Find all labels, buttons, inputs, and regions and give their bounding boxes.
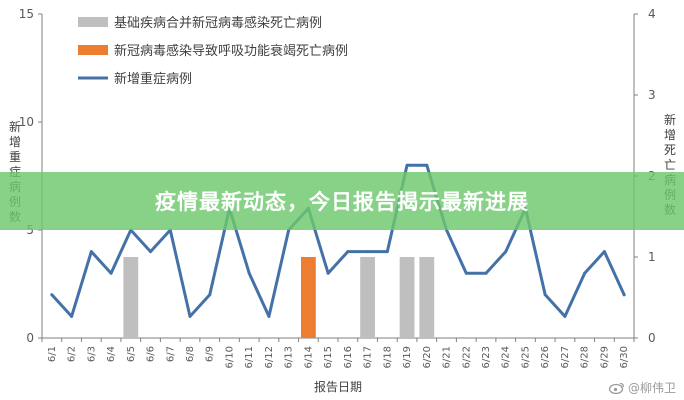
chart-bars xyxy=(123,257,435,338)
x-tick-label: 6/13 xyxy=(284,346,295,368)
line-point xyxy=(89,250,93,254)
line-point xyxy=(109,271,113,275)
x-tick-label: 6/26 xyxy=(540,346,551,368)
x-axis-title: 报告日期 xyxy=(314,379,362,394)
x-tick-label: 6/2 xyxy=(67,346,78,362)
line-point xyxy=(247,271,251,275)
x-tick-label: 6/11 xyxy=(244,346,255,368)
line-point xyxy=(543,293,547,297)
legend-label: 基础疾病合并新冠病毒感染死亡病例 xyxy=(114,15,322,31)
y-tick-label-left: 10 xyxy=(19,115,34,129)
y-tick-label-left: 5 xyxy=(26,223,34,237)
line-point xyxy=(346,250,350,254)
x-tick-label: 6/23 xyxy=(481,346,492,368)
y-tick-label-right: 1 xyxy=(648,250,656,264)
x-tick-label: 6/28 xyxy=(580,346,591,368)
line-point xyxy=(504,250,508,254)
y-tick-label-right: 4 xyxy=(648,7,656,21)
line-point xyxy=(208,293,212,297)
legend-swatch xyxy=(78,17,108,27)
weibo-icon xyxy=(608,382,625,394)
legend-label: 新冠病毒感染导致呼吸功能衰竭死亡病例 xyxy=(114,43,348,59)
x-tick-label: 6/30 xyxy=(619,346,630,368)
bar xyxy=(123,257,139,338)
x-tick-label: 6/10 xyxy=(224,346,235,368)
line-point xyxy=(405,163,409,167)
x-tick-label: 6/27 xyxy=(560,346,571,368)
line-point xyxy=(50,293,54,297)
x-tick-label: 6/9 xyxy=(205,346,216,362)
y-tick-label-left: 0 xyxy=(26,331,34,345)
x-tick-label: 6/15 xyxy=(323,346,334,368)
headline-banner: 疫情最新动态，今日报告揭示最新进展 xyxy=(0,172,684,230)
line-point xyxy=(464,271,468,275)
x-tick-label: 6/22 xyxy=(461,346,472,368)
y-tick-label-right: 0 xyxy=(648,331,656,345)
x-tick-label: 6/3 xyxy=(86,346,97,362)
line-point xyxy=(188,314,192,318)
x-tick-label: 6/17 xyxy=(363,346,374,368)
x-tick-label: 6/29 xyxy=(599,346,610,368)
x-tick-label: 6/4 xyxy=(106,346,117,362)
y-tick-label-right: 3 xyxy=(648,88,656,102)
legend-label: 新增重症病例 xyxy=(114,71,192,87)
line-point xyxy=(563,314,567,318)
watermark-text: @柳伟卫 xyxy=(627,381,676,395)
x-tick-label: 6/20 xyxy=(422,346,433,368)
line-point xyxy=(602,250,606,254)
x-tick-label: 6/8 xyxy=(185,346,196,362)
line-point xyxy=(583,271,587,275)
line-point xyxy=(385,250,389,254)
line-point xyxy=(326,271,330,275)
x-tick-label: 6/21 xyxy=(442,346,453,368)
x-tick-label: 6/7 xyxy=(165,346,176,362)
x-tick-label: 6/18 xyxy=(382,346,393,368)
x-tick-label: 6/25 xyxy=(520,346,531,368)
line-point xyxy=(70,314,74,318)
bar xyxy=(301,257,316,338)
watermark: @柳伟卫 xyxy=(608,379,676,396)
bar xyxy=(360,257,375,338)
x-tick-label: 6/5 xyxy=(126,346,137,362)
line-point xyxy=(622,293,626,297)
bar xyxy=(399,257,415,338)
x-tick-label: 6/12 xyxy=(264,346,275,368)
legend-swatch xyxy=(78,45,108,55)
bar xyxy=(419,257,435,338)
x-tick-label: 6/1 xyxy=(47,346,58,362)
x-tick-label: 6/6 xyxy=(146,346,157,362)
line-point xyxy=(149,250,153,254)
line-point xyxy=(366,250,370,254)
x-tick-label: 6/16 xyxy=(343,346,354,368)
line-point xyxy=(267,314,271,318)
x-tick-label: 6/14 xyxy=(303,346,314,368)
line-point xyxy=(425,163,429,167)
x-tick-label: 6/24 xyxy=(501,346,512,368)
x-tick-label: 6/19 xyxy=(402,346,413,368)
y-tick-label-left: 15 xyxy=(19,7,34,21)
headline-text: 疫情最新动态，今日报告揭示最新进展 xyxy=(155,190,529,214)
line-point xyxy=(484,271,488,275)
